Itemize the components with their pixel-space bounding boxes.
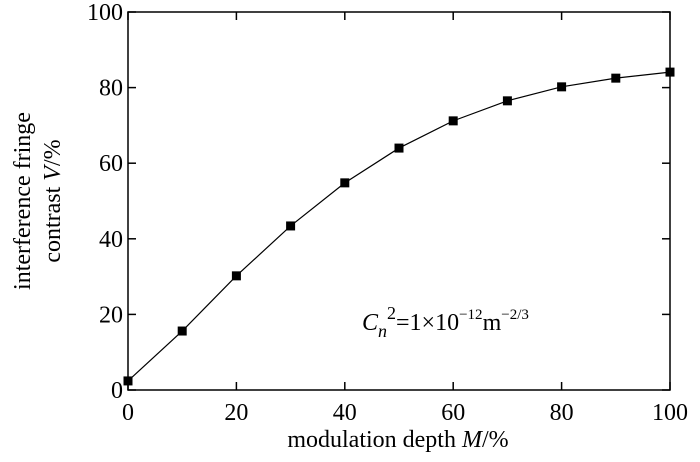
y-tick-label: 0 [111, 378, 123, 404]
y-label-line: contrast V/% [40, 139, 66, 262]
y-label-part: /% [40, 139, 66, 166]
marker [123, 376, 133, 386]
y-label-part: interference fringe [10, 112, 36, 290]
x-label-part: /% [482, 427, 509, 453]
x-tick-label: 100 [652, 400, 688, 426]
y-tick-label: 40 [99, 227, 123, 253]
y-label-part: contrast [40, 181, 66, 263]
annotation-part: −2/3 [501, 307, 529, 323]
marker [502, 96, 512, 106]
annotation-part: =1×10 [396, 310, 459, 336]
annotation-part: 2 [387, 303, 396, 323]
x-tick-label: 0 [122, 400, 134, 426]
x-tick-label: 40 [333, 400, 357, 426]
marker [448, 116, 458, 126]
plot-frame [127, 11, 671, 391]
x-axis-label: modulation depth M/% [287, 427, 508, 453]
x-label-part: M [461, 427, 484, 453]
marker [286, 221, 296, 231]
annotation-part: m [483, 310, 502, 336]
marker [340, 178, 350, 188]
x-tick-label: 20 [224, 400, 248, 426]
annotation: Cn2=1×10−12m−2/3 [362, 303, 529, 341]
marker [394, 143, 404, 153]
y-axis-label: interference fringe contrast V/% [10, 112, 66, 290]
y-tick-label: 100 [87, 0, 123, 26]
marker [177, 326, 187, 336]
x-tick-label: 60 [441, 400, 465, 426]
annotation-part: −12 [459, 307, 482, 323]
x-label-part: modulation depth [287, 427, 462, 453]
x-tick-label: 80 [550, 400, 574, 426]
marker [231, 271, 241, 281]
marker [557, 82, 567, 92]
annotation-part: C [362, 310, 379, 336]
y-tick-label: 60 [99, 151, 123, 177]
y-tick-label: 80 [99, 76, 123, 102]
y-tick-label: 20 [99, 302, 123, 328]
annotation-part: n [378, 321, 387, 341]
y-label-line: interference fringe [10, 112, 36, 290]
marker [665, 67, 675, 77]
marker [611, 73, 621, 83]
y-label-part: V [40, 164, 66, 181]
